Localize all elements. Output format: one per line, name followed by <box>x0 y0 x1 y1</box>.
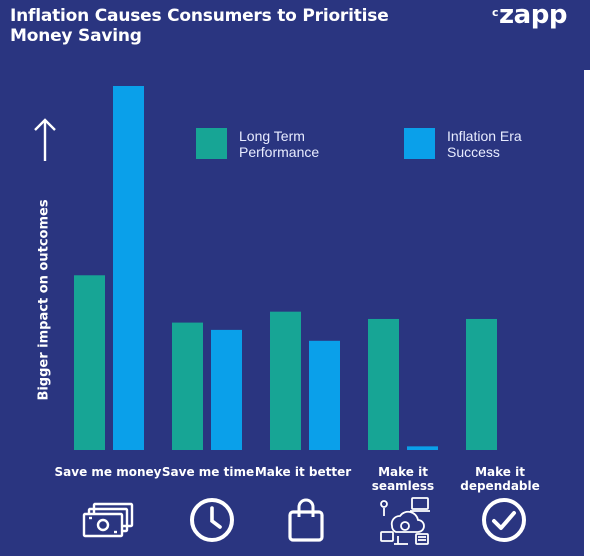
brand-name: zapp <box>499 0 567 30</box>
bar-long-term-5 <box>466 318 497 450</box>
check-circle-icon <box>482 498 526 542</box>
category-label-save-time: Save me time <box>161 465 255 479</box>
up-arrow-icon <box>34 118 56 161</box>
legend-swatch-inflation-era <box>404 128 435 159</box>
bar-inflation-era-2 <box>211 329 242 450</box>
legend-item-long-term: Long Term Performance <box>196 128 349 160</box>
bar-long-term-4 <box>368 318 399 450</box>
chart-title: Inflation Causes Consumers to Prioritise… <box>10 6 389 46</box>
legend-item-inflation-era: Inflation Era Success <box>404 128 557 160</box>
side-strip <box>584 70 590 556</box>
shopping-bag-icon <box>288 498 324 542</box>
legend-swatch-long-term <box>196 128 227 159</box>
legend-label-inflation-era: Inflation Era Success <box>447 128 522 160</box>
category-label-save-money: Save me money <box>54 465 162 479</box>
category-label-make-seamless: Make it seamless <box>371 465 435 493</box>
bar-long-term-1 <box>74 275 105 450</box>
brand-logo: czapp <box>492 0 567 30</box>
category-label-make-better: Make it better <box>254 465 352 479</box>
bar-inflation-era-1 <box>113 86 144 450</box>
category-label-make-dependable: Make it dependable <box>460 465 540 493</box>
bar-inflation-era-3 <box>309 340 340 450</box>
money-icon <box>82 502 134 538</box>
seamless-tech-icon <box>380 497 430 545</box>
clock-icon <box>190 498 234 542</box>
bar-long-term-3 <box>270 311 301 450</box>
brand-mark: c <box>492 6 499 19</box>
bar-inflation-era-4 <box>407 446 438 450</box>
legend-label-long-term: Long Term Performance <box>239 128 320 160</box>
bar-long-term-2 <box>172 322 203 450</box>
